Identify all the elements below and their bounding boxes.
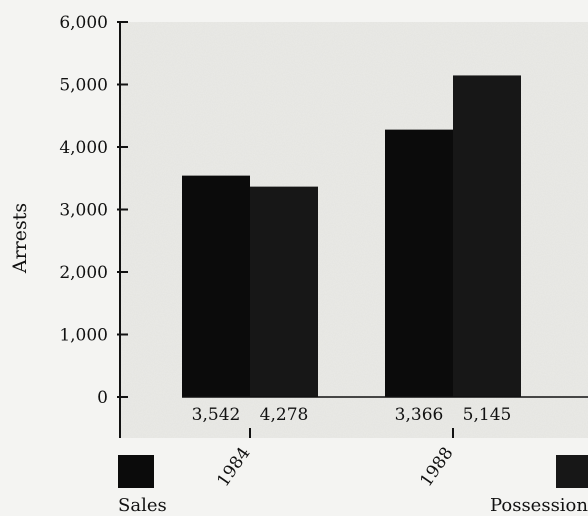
y-tick-label: 3,000 [59,201,108,221]
data-label: 4,278 [260,405,309,425]
data-label: 5,145 [463,405,512,425]
bar-sales-1984 [182,175,250,397]
legend: Sales Possession [118,455,588,516]
x-category-label: 1988 [416,444,457,491]
data-label: 3,542 [192,405,241,425]
legend-label-possession: Possession [490,495,588,516]
y-tick-label: 2,000 [59,263,108,283]
y-axis: 0 1,000 2,000 3,000 4,000 5,000 6,000 [59,13,128,438]
x-category-label: 1984 [213,444,254,491]
bar-possession-1984 [250,186,318,397]
bar-sales-1988 [385,129,453,397]
legend-swatch-possession [556,455,588,488]
y-tick-label: 5,000 [59,76,108,96]
y-tick-label: 4,000 [59,138,108,158]
y-tick-label: 1,000 [59,326,108,346]
legend-label-sales: Sales [118,495,167,516]
bar-possession-1988 [453,75,521,397]
legend-swatch-sales [118,455,154,488]
y-tick-label: 0 [97,388,108,408]
y-axis-title: Arrests [9,203,31,274]
y-tick-label: 6,000 [59,13,108,33]
data-labels: 3,542 4,278 3,366 5,145 [192,405,512,425]
data-label: 3,366 [395,405,444,425]
bars [182,75,521,397]
